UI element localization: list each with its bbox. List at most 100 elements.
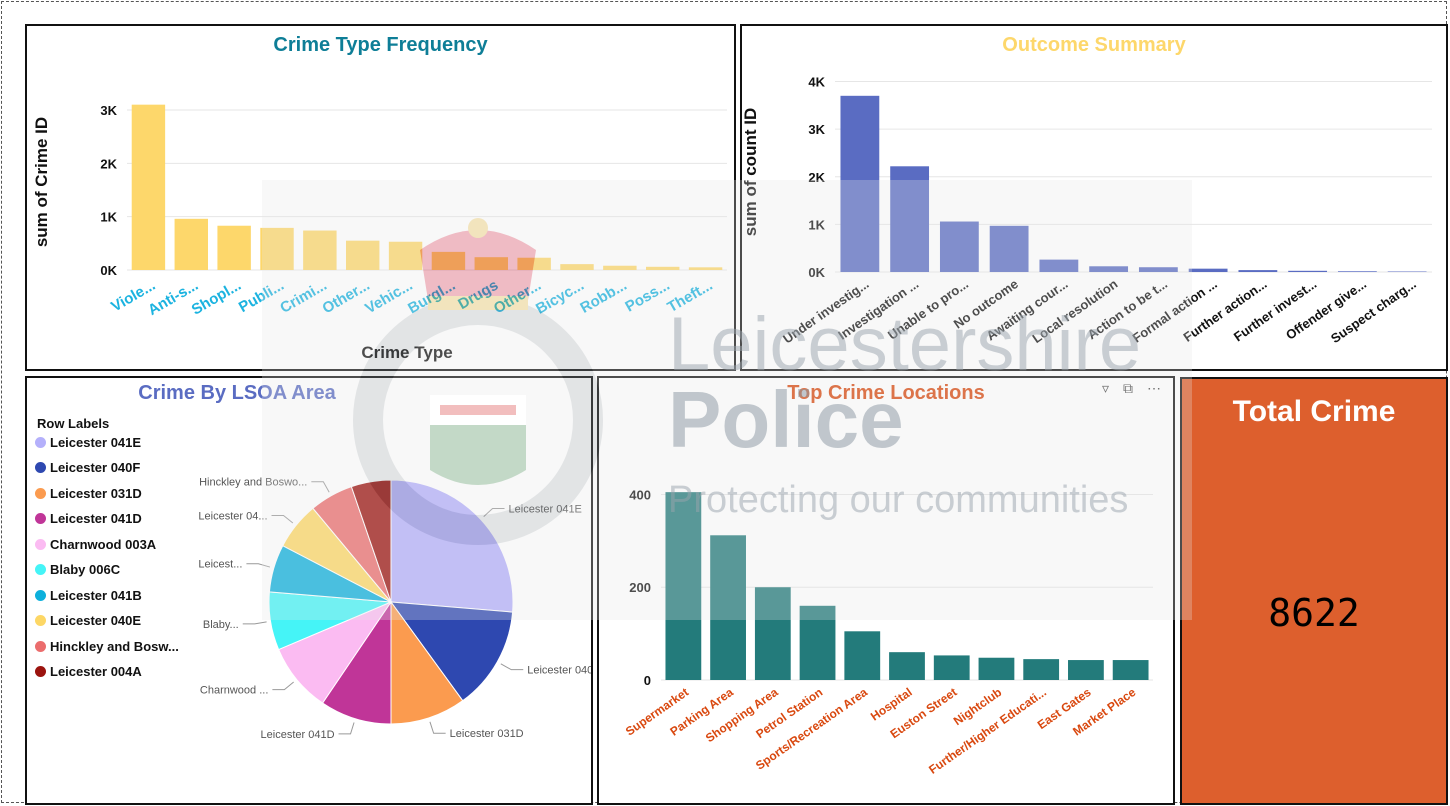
total-crime-title: Total Crime xyxy=(1232,395,1396,428)
legend-marker xyxy=(35,564,46,575)
bar[interactable] xyxy=(799,605,836,680)
bar[interactable] xyxy=(688,267,723,270)
legend-item[interactable]: Leicester 040F xyxy=(35,458,140,478)
y-tick-label: 1K xyxy=(100,210,117,225)
y-tick-label: 2K xyxy=(100,156,117,171)
focus-mode-icon[interactable]: ⧉ xyxy=(1123,380,1133,396)
visual-header-toolbar: ▿ ⧉ ⋯ xyxy=(1102,380,1161,397)
bar[interactable] xyxy=(1238,270,1278,272)
pie-slice[interactable] xyxy=(350,479,392,603)
legend-item[interactable]: Charnwood 003A xyxy=(35,534,156,554)
callout-line xyxy=(246,563,271,568)
callout-line xyxy=(500,663,524,671)
legend-marker xyxy=(35,640,46,652)
legend-item[interactable]: Leicester 041E xyxy=(35,432,141,452)
bar[interactable] xyxy=(1089,266,1129,272)
bar[interactable] xyxy=(890,166,930,272)
y-tick-label: 4K xyxy=(808,75,825,90)
outcome-summary-visual[interactable]: Outcome Summary 0K 1K 2K 3K 4K Under investig… xyxy=(740,24,1448,371)
x-tick-label: Publi... xyxy=(236,277,287,316)
bar[interactable] xyxy=(978,657,1015,680)
callout-line xyxy=(338,722,355,735)
bar[interactable] xyxy=(303,230,337,270)
bar[interactable] xyxy=(517,257,551,270)
bar[interactable] xyxy=(840,95,880,272)
bar[interactable] xyxy=(174,218,208,270)
bar[interactable] xyxy=(1337,271,1377,272)
pie-callout-label: Leicester 031D xyxy=(450,728,524,740)
legend-label: Leicester 040E xyxy=(50,613,142,628)
legend-label: Leicester 004A xyxy=(50,664,142,679)
pie-callout-label: Charnwood ... xyxy=(200,685,268,697)
bar[interactable] xyxy=(131,104,166,271)
bar[interactable] xyxy=(933,655,970,680)
y-tick-label: 0K xyxy=(808,265,825,280)
pie-callout-label: Leicest... xyxy=(198,559,242,571)
legend-item[interactable]: Leicester 004A xyxy=(35,662,142,682)
bar[interactable] xyxy=(1039,259,1079,272)
pie-callout-label: Leicester 041E xyxy=(509,504,582,516)
locations-title: Top Crime Locations xyxy=(787,382,985,404)
bar[interactable] xyxy=(1288,270,1328,272)
bar[interactable] xyxy=(1112,660,1149,680)
legend-marker xyxy=(35,513,46,524)
x-tick-label: Local resolution xyxy=(1029,276,1120,346)
legend-item[interactable]: Leicester 040E xyxy=(35,611,141,631)
x-tick-label: Under investig... xyxy=(780,276,871,346)
bar[interactable] xyxy=(710,535,746,680)
legend-item[interactable]: Leicester 041B xyxy=(35,585,142,605)
bar[interactable] xyxy=(1188,268,1228,272)
bar[interactable] xyxy=(474,257,508,270)
x-tick-label: Further action... xyxy=(1181,276,1270,345)
more-options-icon[interactable]: ⋯ xyxy=(1147,380,1161,396)
bar[interactable] xyxy=(346,240,380,270)
bar[interactable] xyxy=(1023,659,1060,680)
bar[interactable] xyxy=(754,587,791,680)
bar[interactable] xyxy=(889,652,925,680)
x-tick-label: Burgl... xyxy=(405,277,458,318)
legend-marker xyxy=(35,436,46,448)
bar[interactable] xyxy=(646,266,680,270)
legend-marker xyxy=(35,487,46,499)
pie-slice[interactable] xyxy=(390,600,464,725)
filter-icon[interactable]: ▿ xyxy=(1101,380,1109,396)
outcome-summary-title: Outcome Summary xyxy=(1002,34,1186,56)
legend-item[interactable]: Blaby 006C xyxy=(35,560,120,580)
x-tick-label: Suspect charg... xyxy=(1328,276,1419,346)
bar[interactable] xyxy=(939,221,979,272)
pie-callout-label: Leicester 041D xyxy=(261,729,335,741)
crime-type-title: Crime Type Frequency xyxy=(273,34,488,56)
bar[interactable] xyxy=(1138,267,1178,272)
y-tick-label: 200 xyxy=(629,580,651,595)
legend-item[interactable]: Leicester 041D xyxy=(35,509,142,529)
top-crime-locations-visual[interactable]: Top Crime Locations ▿ ⧉ ⋯ 0 200 400 Superma… xyxy=(597,376,1175,805)
pie-slice[interactable] xyxy=(390,479,514,613)
bar[interactable] xyxy=(560,264,594,270)
x-tick-label: Bicyc... xyxy=(533,277,587,318)
legend-marker xyxy=(35,615,46,626)
crime-type-frequency-visual[interactable]: Crime Type Frequency 0K 1K 2K 3K Viole... Ant… xyxy=(25,24,736,371)
bar[interactable] xyxy=(989,225,1029,272)
bar[interactable] xyxy=(603,265,637,270)
legend-item[interactable]: Leicester 031D xyxy=(35,483,142,503)
crime-by-lsoa-visual[interactable]: Crime By LSOA Area Row Labels Leicester … xyxy=(25,376,593,805)
legend-label: Leicester 041E xyxy=(50,434,142,450)
bar[interactable] xyxy=(1068,660,1104,680)
x-tick-label: Shopl... xyxy=(189,277,244,319)
legend-label: Leicester 041B xyxy=(50,587,142,603)
bar[interactable] xyxy=(665,492,702,680)
bar[interactable] xyxy=(260,227,294,270)
x-tick-label: Robb... xyxy=(577,277,630,317)
pie-slice[interactable] xyxy=(389,601,514,702)
crime-type-bar-chart: 0K1K2K3KViole...Anti-s...Shopl...Publi..… xyxy=(32,103,727,362)
bar[interactable] xyxy=(844,631,881,680)
total-crime-card[interactable]: Total Crime 8622 xyxy=(1180,377,1448,805)
legend-item[interactable]: Hinckley and Bosw... xyxy=(35,636,179,656)
lsoa-pie-chart: Leicester 041E Leicester 040F Leicester 03… xyxy=(198,477,591,741)
bar[interactable] xyxy=(388,241,423,270)
bar[interactable] xyxy=(431,251,466,270)
x-tick-label: Vehic... xyxy=(362,277,415,318)
bar[interactable] xyxy=(217,225,251,270)
